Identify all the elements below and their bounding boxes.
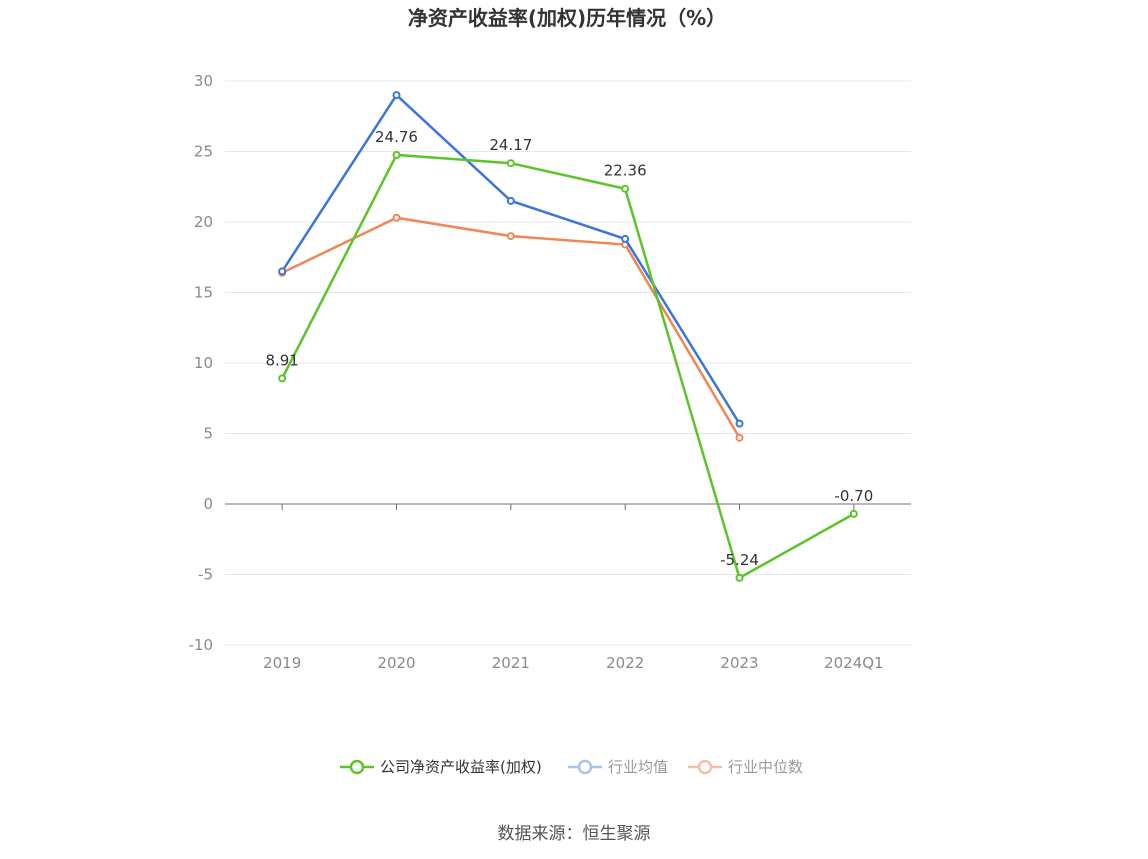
y-tick-label: -10 [189, 636, 214, 654]
y-tick-label: 0 [203, 495, 213, 513]
data-label: 8.91 [265, 351, 298, 369]
series-0: 8.91 24.76 24.17 22.36 -5.24 -0.70 [265, 128, 873, 582]
legend-label: 公司净资产收益率(加权) [380, 758, 542, 776]
data-label: 22.36 [604, 162, 647, 180]
y-tick-label: 15 [194, 284, 213, 302]
data-point [278, 267, 287, 276]
legend-marker [577, 759, 593, 775]
data-point [621, 184, 630, 193]
legend-item-0[interactable]: 公司净资产收益率(加权) [340, 758, 542, 776]
data-label: -5.24 [720, 551, 759, 569]
x-tick-label: 2023 [720, 654, 758, 672]
x-tick-label: 2021 [492, 654, 530, 672]
data-label: 24.76 [375, 128, 418, 146]
legend-marker [349, 759, 365, 775]
data-point [506, 159, 515, 168]
x-tick-label: 2024Q1 [824, 654, 884, 672]
legend-marker [697, 759, 713, 775]
data-point [506, 232, 515, 241]
y-axis-ticks: 30 25 20 15 10 5 0 -5 -10 [189, 72, 214, 654]
x-axis: 2019 2020 2021 2022 2023 2024Q1 [225, 503, 911, 672]
data-point [621, 234, 630, 243]
data-point [849, 509, 858, 518]
x-tick-label: 2022 [606, 654, 644, 672]
data-point [392, 150, 401, 159]
x-tick-label: 2020 [377, 654, 415, 672]
legend-item-1[interactable]: 行业均值 [568, 758, 668, 776]
legend-label: 行业均值 [608, 758, 668, 776]
data-point [278, 374, 287, 383]
data-point [506, 196, 515, 205]
y-tick-label: -5 [198, 566, 213, 584]
legend-item-2[interactable]: 行业中位数 [688, 758, 803, 776]
y-tick-label: 30 [194, 72, 213, 90]
y-tick-label: 25 [194, 143, 213, 161]
data-label: 24.17 [489, 136, 532, 154]
legend-label: 行业中位数 [728, 758, 803, 776]
data-source: 数据来源：恒生聚源 [498, 824, 651, 844]
grid [225, 80, 911, 646]
series-1 [278, 91, 744, 428]
data-point [735, 433, 744, 442]
data-point [735, 573, 744, 582]
series-line [281, 153, 855, 580]
data-point [735, 419, 744, 428]
data-point [392, 213, 401, 222]
y-tick-label: 10 [194, 354, 213, 372]
series-line [281, 216, 741, 439]
legend[interactable]: 公司净资产收益率(加权) 行业均值 行业中位数 [340, 758, 803, 776]
y-tick-label: 5 [203, 425, 213, 443]
x-tick-label: 2019 [263, 654, 301, 672]
series-layer: 8.91 24.76 24.17 22.36 -5.24 -0.70 [265, 91, 873, 582]
data-point [392, 91, 401, 100]
y-tick-label: 20 [194, 213, 213, 231]
chart-title: 净资产收益率(加权)历年情况（%） [408, 6, 726, 30]
data-label: -0.70 [834, 487, 873, 505]
